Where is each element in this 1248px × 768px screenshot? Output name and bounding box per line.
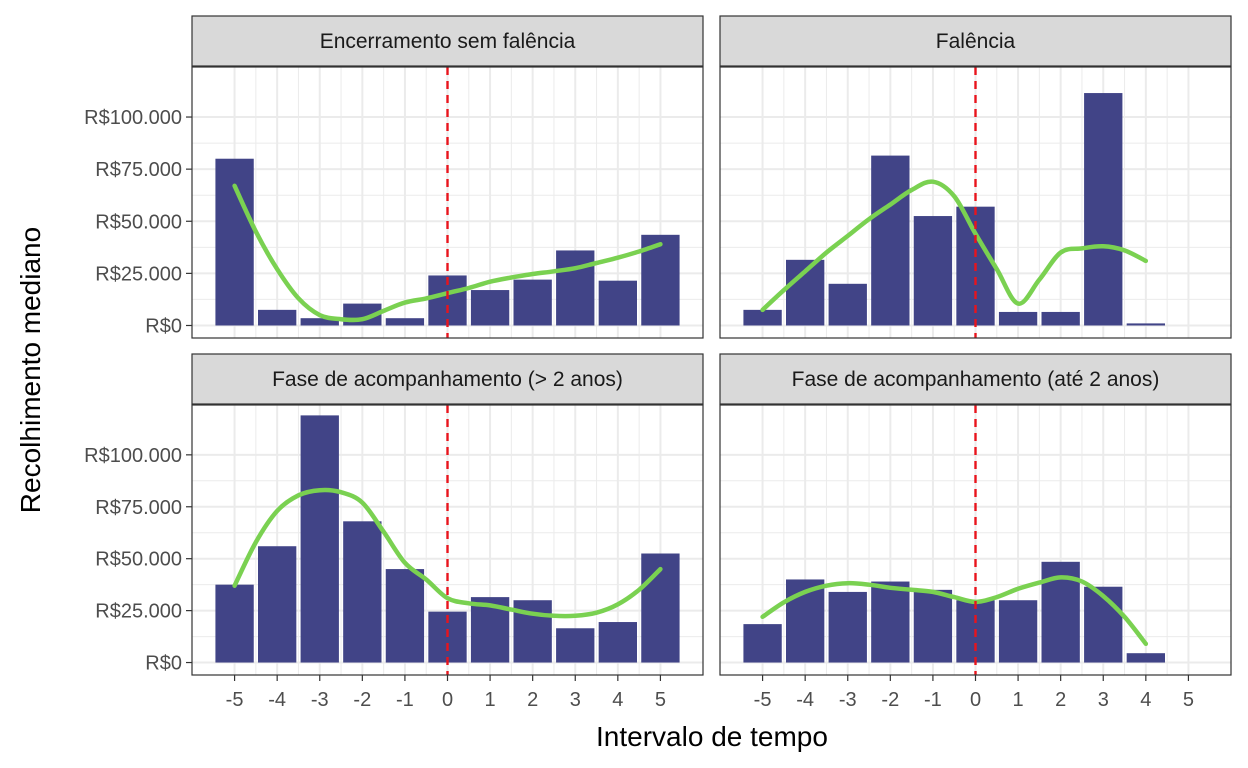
- y-axis-title: Recolhimento mediano: [15, 227, 46, 513]
- facet-panel: Encerramento sem falência R$0 R$25.000 R$50…: [84, 15, 704, 339]
- facet-panel: Fase de acompanhamento (> 2 anos) R$0 R$25…: [84, 353, 704, 711]
- facet-strip-label: Fase de acompanhamento (até 2 anos): [792, 368, 1160, 391]
- bar: [343, 521, 382, 663]
- y-tick-label: R$100.000: [84, 107, 182, 129]
- x-tick-label: 2: [1055, 689, 1066, 711]
- x-axis-title: Intervalo de tempo: [596, 721, 828, 752]
- facet-strip: [719, 15, 1232, 67]
- x-tick-label: -3: [311, 689, 329, 711]
- bar: [258, 309, 297, 326]
- bar: [1126, 653, 1165, 663]
- facet-panels: Encerramento sem falência R$0 R$25.000 R$50…: [84, 15, 1232, 711]
- x-tick-label: 5: [1183, 689, 1194, 711]
- panel-border: [191, 66, 704, 339]
- y-tick-label: R$0: [145, 315, 182, 337]
- y-tick-label: R$0: [145, 653, 182, 675]
- bar: [300, 415, 339, 663]
- y-tick-label: R$50.000: [95, 549, 182, 571]
- bar: [871, 155, 910, 326]
- bar: [1126, 323, 1165, 326]
- facet-strip: [191, 353, 704, 405]
- bar: [598, 280, 637, 326]
- smooth-line: [760, 575, 1149, 647]
- x-tick-label: -4: [796, 689, 814, 711]
- x-tick-label: 5: [655, 689, 666, 711]
- y-tick-label: R$75.000: [95, 159, 182, 181]
- x-tick-label: 4: [612, 689, 623, 711]
- bar: [300, 318, 339, 326]
- facet-strip: [191, 15, 704, 67]
- x-tick-label: -4: [268, 689, 286, 711]
- bar: [513, 279, 552, 326]
- facet-panel: Fase de acompanhamento (até 2 anos) -5 -4 -…: [719, 353, 1232, 711]
- facet-strip-label: Falência: [936, 30, 1016, 53]
- x-tick-label: -2: [881, 689, 899, 711]
- facet-strip-label: Encerramento sem falência: [320, 30, 576, 53]
- bar: [743, 624, 782, 663]
- facet-panel: Falência: [719, 15, 1232, 339]
- x-tick-label: 0: [442, 689, 453, 711]
- smooth-line: [760, 179, 1149, 313]
- bar: [913, 216, 953, 326]
- x-tick-label: -3: [839, 689, 857, 711]
- bar: [743, 309, 782, 326]
- bar: [215, 584, 254, 663]
- bar: [556, 250, 595, 326]
- x-tick-label: -5: [226, 689, 244, 711]
- bar: [385, 569, 425, 663]
- bar: [598, 622, 637, 663]
- y-tick-label: R$100.000: [84, 445, 182, 467]
- facet-strip-label: Fase de acompanhamento (> 2 anos): [272, 368, 623, 391]
- x-tick-label: -1: [924, 689, 942, 711]
- bar: [1041, 311, 1080, 326]
- x-tick-label: 4: [1140, 689, 1151, 711]
- bar: [258, 546, 297, 663]
- facet-strip: [719, 353, 1232, 405]
- x-tick-label: 3: [570, 689, 581, 711]
- y-tick-label: R$25.000: [95, 601, 182, 623]
- bar: [1084, 93, 1123, 326]
- y-tick-label: R$25.000: [95, 263, 182, 285]
- bar: [470, 290, 510, 326]
- x-tick-label: -5: [754, 689, 772, 711]
- x-tick-label: -2: [353, 689, 371, 711]
- bar: [871, 581, 910, 663]
- x-tick-label: 3: [1098, 689, 1109, 711]
- panel-border: [719, 66, 1232, 339]
- bar: [828, 591, 867, 663]
- x-tick-label: 0: [970, 689, 981, 711]
- y-tick-label: R$75.000: [95, 497, 182, 519]
- x-tick-label: 1: [485, 689, 496, 711]
- x-tick-label: 2: [527, 689, 538, 711]
- x-tick-label: 1: [1013, 689, 1024, 711]
- bar: [998, 311, 1038, 326]
- x-tick-label: -1: [396, 689, 414, 711]
- bar: [556, 628, 595, 663]
- bar: [385, 318, 425, 326]
- bar: [913, 589, 953, 663]
- bar: [1084, 586, 1123, 663]
- y-tick-label: R$50.000: [95, 211, 182, 233]
- bar: [998, 600, 1038, 663]
- smooth-line: [232, 487, 663, 619]
- bar: [828, 283, 867, 326]
